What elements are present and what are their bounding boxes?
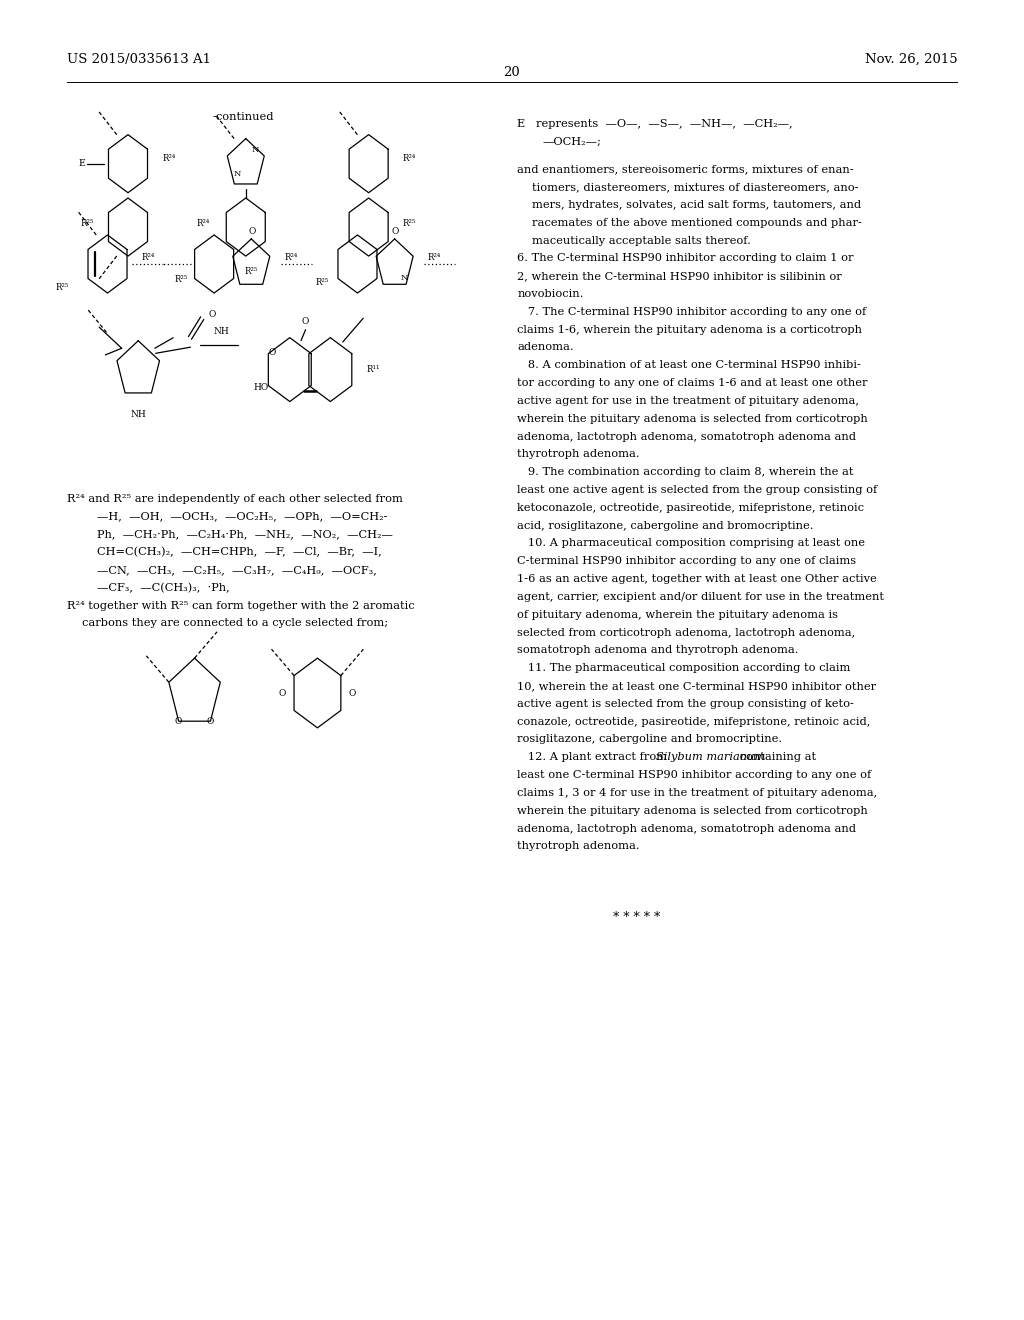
Text: adenoma, lactotroph adenoma, somatotroph adenoma and: adenoma, lactotroph adenoma, somatotroph… <box>517 432 856 442</box>
Text: Nov. 26, 2015: Nov. 26, 2015 <box>865 53 957 66</box>
Text: least one C-terminal HSP90 inhibitor according to any one of: least one C-terminal HSP90 inhibitor acc… <box>517 770 871 780</box>
Text: conazole, octreotide, pasireotide, mifepristone, retinoic acid,: conazole, octreotide, pasireotide, mifep… <box>517 717 870 727</box>
Text: O: O <box>279 689 286 697</box>
Text: agent, carrier, excipient and/or diluent for use in the treatment: agent, carrier, excipient and/or diluent… <box>517 591 884 602</box>
Text: O: O <box>302 317 309 326</box>
Text: Ph,  —CH₂·Ph,  —C₂H₄·Ph,  —NH₂,  —NO₂,  —CH₂—: Ph, —CH₂·Ph, —C₂H₄·Ph, —NH₂, —NO₂, —CH₂— <box>97 529 393 540</box>
Text: R²⁴: R²⁴ <box>403 154 416 162</box>
Text: —CF₃,  —C(CH₃)₃,  ·Ph,: —CF₃, —C(CH₃)₃, ·Ph, <box>97 583 230 593</box>
Text: 7. The C-terminal HSP90 inhibitor according to any one of: 7. The C-terminal HSP90 inhibitor accord… <box>517 306 866 317</box>
Text: R²⁴ and R²⁵ are independently of each other selected from: R²⁴ and R²⁵ are independently of each ot… <box>67 494 402 504</box>
Text: O: O <box>249 227 256 235</box>
Text: R²⁵: R²⁵ <box>175 276 188 284</box>
Text: N: N <box>400 273 408 281</box>
Text: R²⁴ together with R²⁵ can form together with the 2 aromatic: R²⁴ together with R²⁵ can form together … <box>67 601 414 611</box>
Text: E: E <box>78 160 85 168</box>
Text: 12. A plant extract from: 12. A plant extract from <box>517 752 671 763</box>
Text: R²⁵: R²⁵ <box>55 284 70 292</box>
Text: * * * * *: * * * * * <box>613 911 660 924</box>
Text: N: N <box>251 147 259 154</box>
Text: wherein the pituitary adenoma is selected from corticotroph: wherein the pituitary adenoma is selecte… <box>517 805 868 816</box>
Text: wherein the pituitary adenoma is selected from corticotroph: wherein the pituitary adenoma is selecte… <box>517 413 868 424</box>
Text: O: O <box>392 227 399 235</box>
Text: —H,  —OH,  —OCH₃,  —OC₂H₅,  —OPh,  —O=CH₂-: —H, —OH, —OCH₃, —OC₂H₅, —OPh, —O=CH₂- <box>97 511 388 521</box>
Text: O: O <box>349 689 356 697</box>
Text: 10, wherein the at least one C-terminal HSP90 inhibitor other: 10, wherein the at least one C-terminal … <box>517 681 877 692</box>
Text: claims 1-6, wherein the pituitary adenoma is a corticotroph: claims 1-6, wherein the pituitary adenom… <box>517 325 862 335</box>
Text: R²⁴: R²⁴ <box>285 253 298 261</box>
Text: novobiocin.: novobiocin. <box>517 289 584 300</box>
Text: C-terminal HSP90 inhibitor according to any one of claims: C-terminal HSP90 inhibitor according to … <box>517 556 856 566</box>
Text: E   represents  —O—,  —S—,  —NH—,  —CH₂—,: E represents —O—, —S—, —NH—, —CH₂—, <box>517 119 793 129</box>
Text: R²⁴: R²⁴ <box>197 219 209 227</box>
Text: R²⁴: R²⁴ <box>428 253 441 261</box>
Text: racemates of the above mentioned compounds and phar-: racemates of the above mentioned compoun… <box>532 218 862 228</box>
Text: selected from corticotroph adenoma, lactotroph adenoma,: selected from corticotroph adenoma, lact… <box>517 627 855 638</box>
Text: 20: 20 <box>504 66 520 79</box>
Text: tiomers, diastereomers, mixtures of diastereomers, ano-: tiomers, diastereomers, mixtures of dias… <box>532 182 859 193</box>
Text: R²⁴: R²⁴ <box>142 253 155 261</box>
Text: Silybum marianum: Silybum marianum <box>656 752 765 763</box>
Text: 8. A combination of at least one C-terminal HSP90 inhibi-: 8. A combination of at least one C-termi… <box>517 360 861 371</box>
Text: 1-6 as an active agent, together with at least one Other active: 1-6 as an active agent, together with at… <box>517 574 877 585</box>
Text: somatotroph adenoma and thyrotroph adenoma.: somatotroph adenoma and thyrotroph adeno… <box>517 645 799 656</box>
Text: O: O <box>209 310 216 318</box>
Text: O: O <box>268 347 275 356</box>
Text: 11. The pharmaceutical composition according to claim: 11. The pharmaceutical composition accor… <box>517 663 851 673</box>
Text: N: N <box>233 170 242 178</box>
Text: NH: NH <box>213 327 229 335</box>
Text: tor according to any one of claims 1-6 and at least one other: tor according to any one of claims 1-6 a… <box>517 378 867 388</box>
Text: R²⁵: R²⁵ <box>316 279 330 286</box>
Text: 2, wherein the C-terminal HSP90 inhibitor is silibinin or: 2, wherein the C-terminal HSP90 inhibito… <box>517 271 842 281</box>
Text: R²⁴: R²⁴ <box>163 154 175 162</box>
Text: HO: HO <box>253 383 268 392</box>
Text: rosiglitazone, cabergoline and bromocriptine.: rosiglitazone, cabergoline and bromocrip… <box>517 734 782 744</box>
Text: active agent is selected from the group consisting of keto-: active agent is selected from the group … <box>517 698 854 709</box>
Text: —CN,  —CH₃,  —C₂H₅,  —C₃H₇,  —C₄H₉,  —OCF₃,: —CN, —CH₃, —C₂H₅, —C₃H₇, —C₄H₉, —OCF₃, <box>97 565 377 576</box>
Text: acid, rosiglitazone, cabergoline and bromocriptine.: acid, rosiglitazone, cabergoline and bro… <box>517 520 814 531</box>
Text: claims 1, 3 or 4 for use in the treatment of pituitary adenoma,: claims 1, 3 or 4 for use in the treatmen… <box>517 788 878 799</box>
Text: ketoconazole, octreotide, pasireotide, mifepristone, retinoic: ketoconazole, octreotide, pasireotide, m… <box>517 503 864 513</box>
Text: O: O <box>175 717 182 726</box>
Text: R²⁵: R²⁵ <box>80 219 94 227</box>
Text: adenoma, lactotroph adenoma, somatotroph adenoma and: adenoma, lactotroph adenoma, somatotroph… <box>517 824 856 834</box>
Text: R²⁵: R²⁵ <box>244 268 258 276</box>
Text: active agent for use in the treatment of pituitary adenoma,: active agent for use in the treatment of… <box>517 396 859 407</box>
Text: least one active agent is selected from the group consisting of: least one active agent is selected from … <box>517 484 878 495</box>
Text: thyrotroph adenoma.: thyrotroph adenoma. <box>517 841 640 851</box>
Text: containing at: containing at <box>735 752 816 763</box>
Text: O: O <box>207 717 214 726</box>
Text: thyrotroph adenoma.: thyrotroph adenoma. <box>517 449 640 459</box>
Text: and enantiomers, stereoisomeric forms, mixtures of enan-: and enantiomers, stereoisomeric forms, m… <box>517 164 854 174</box>
Text: 10. A pharmaceutical composition comprising at least one: 10. A pharmaceutical composition compris… <box>517 539 865 549</box>
Text: adenoma.: adenoma. <box>517 342 573 352</box>
Text: 9. The combination according to claim 8, wherein the at: 9. The combination according to claim 8,… <box>517 467 854 478</box>
Text: carbons they are connected to a cycle selected from;: carbons they are connected to a cycle se… <box>82 618 388 628</box>
Text: NH: NH <box>130 409 146 418</box>
Text: US 2015/0335613 A1: US 2015/0335613 A1 <box>67 53 211 66</box>
Text: maceutically acceptable salts thereof.: maceutically acceptable salts thereof. <box>532 235 752 246</box>
Text: -continued: -continued <box>213 112 274 123</box>
Text: mers, hydrates, solvates, acid salt forms, tautomers, and: mers, hydrates, solvates, acid salt form… <box>532 199 861 210</box>
Text: of pituitary adenoma, wherein the pituitary adenoma is: of pituitary adenoma, wherein the pituit… <box>517 610 838 620</box>
Text: R¹¹: R¹¹ <box>367 366 380 374</box>
Text: R²⁵: R²⁵ <box>402 219 417 227</box>
Text: CH=C(CH₃)₂,  —CH=CHPh,  —F,  —Cl,  —Br,  —I,: CH=C(CH₃)₂, —CH=CHPh, —F, —Cl, —Br, —I, <box>97 546 382 557</box>
Text: —OCH₂—;: —OCH₂—; <box>543 136 601 147</box>
Text: 6. The C-terminal HSP90 inhibitor according to claim 1 or: 6. The C-terminal HSP90 inhibitor accord… <box>517 253 854 264</box>
